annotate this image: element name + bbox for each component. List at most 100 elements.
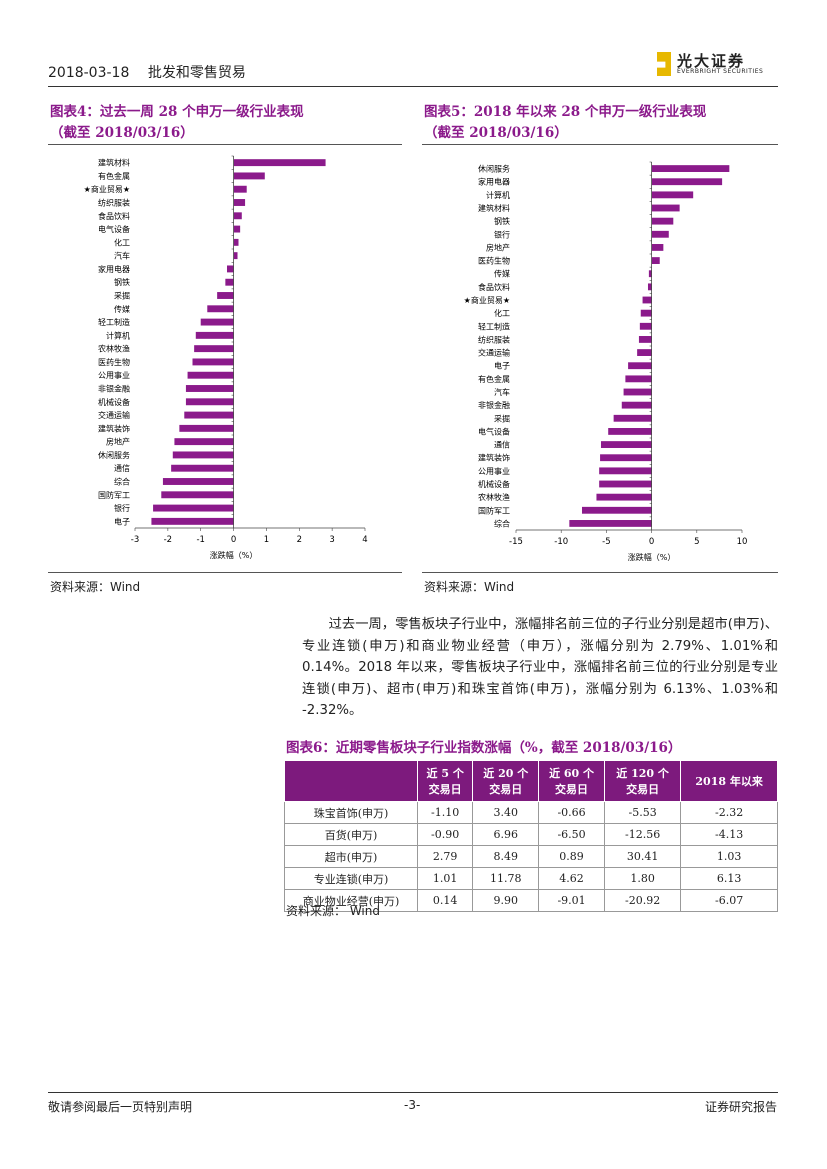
x-tick-label: 5 <box>694 537 699 547</box>
bar <box>613 414 652 422</box>
category-label: 电子 <box>494 361 510 371</box>
value-cell: 1.80 <box>603 867 682 890</box>
category-label: 传媒 <box>114 304 130 314</box>
category-label: 电气设备 <box>98 224 130 234</box>
value-cell: 9.90 <box>472 889 540 912</box>
bar <box>599 480 652 488</box>
category-label: 电子 <box>114 516 130 526</box>
category-label: 建筑材料 <box>98 158 130 168</box>
bar <box>233 212 242 220</box>
row-label-cell: 珠宝首饰(申万) <box>284 801 418 824</box>
table-row: 超市(申万) 2.79 8.49 0.89 30.41 1.03 <box>284 845 778 868</box>
value-cell: 11.78 <box>472 867 540 890</box>
category-label: 钢铁 <box>494 216 510 226</box>
fig5-bottom-rule <box>422 572 778 573</box>
category-label: 轻工制造 <box>478 321 510 331</box>
value-cell: 8.49 <box>472 845 540 868</box>
value-cell: -1.10 <box>416 801 474 824</box>
row-label-cell: 专业连锁(申万) <box>284 867 418 890</box>
category-label: 化工 <box>114 237 130 247</box>
category-label: 汽车 <box>494 387 510 397</box>
bar <box>639 322 652 330</box>
fig4-bottom-rule <box>48 572 402 573</box>
report-date: 2018-03-18 <box>48 65 130 81</box>
bar <box>621 401 652 409</box>
x-tick-label: 0 <box>231 535 236 545</box>
category-label: 医药生物 <box>478 256 510 266</box>
x-tick-label: -5 <box>602 537 610 547</box>
category-label: 电气设备 <box>478 426 510 436</box>
category-label: 国防军工 <box>478 505 510 515</box>
bar <box>185 398 234 406</box>
body-text: 过去一周，零售板块子行业中，涨幅排名前三位的子行业分别是超市(申万)、专业连锁(… <box>302 617 778 718</box>
category-label: 食品饮料 <box>478 282 510 292</box>
bar <box>638 336 652 343</box>
bar <box>227 265 234 273</box>
value-cell: 30.41 <box>603 845 682 868</box>
category-label: 银行 <box>114 503 130 513</box>
category-label: ★商业贸易★ <box>464 295 510 305</box>
table-row: 百货(申万) -0.90 6.96 -6.50 -12.56 -4.13 <box>284 823 778 846</box>
fig4-title: 图表4：过去一周 28 个申万一级行业表现 （截至 2018/03/16） <box>50 102 304 144</box>
logo-text-en: EVERBRIGHT SECURITIES <box>677 68 764 75</box>
fig4-top-rule <box>48 144 402 145</box>
bar <box>608 428 652 435</box>
fig5-top-rule <box>422 144 778 145</box>
category-label: 非银金融 <box>98 384 130 394</box>
bar <box>233 185 247 193</box>
fig6-table: 近 5 个交易日近 20 个交易日近 60 个交易日近 120 个交易日 2018… <box>284 760 778 912</box>
fig4-source: 资料来源：Wind <box>50 580 141 594</box>
x-tick-label: 4 <box>362 535 367 545</box>
category-label: 农林牧渔 <box>478 492 510 502</box>
value-cell: -6.07 <box>680 889 778 912</box>
category-label: 建筑装饰 <box>98 423 130 433</box>
footer-report-type: 证券研究报告 <box>704 1100 777 1114</box>
category-label: 国防军工 <box>98 490 130 500</box>
bar <box>596 493 652 501</box>
category-label: 化工 <box>494 308 510 318</box>
row-label-cell: 超市(申万) <box>284 845 418 868</box>
x-tick-label: -15 <box>509 537 523 547</box>
value-cell: 2.79 <box>416 845 474 868</box>
table-header-cell <box>284 760 418 802</box>
bar <box>569 520 652 527</box>
bar <box>233 199 246 206</box>
row-label-cell: 百货(申万) <box>284 823 418 846</box>
value-cell: 0.89 <box>538 845 605 868</box>
bar <box>172 451 234 459</box>
fig6-source: 资料来源： Wind <box>286 904 380 918</box>
bar <box>600 441 652 448</box>
table-row: 珠宝首饰(申万) -1.10 3.40 -0.66 -5.53 -2.32 <box>284 801 778 824</box>
bar <box>623 388 652 396</box>
row-label-cell: 商业物业经营(申万) <box>284 889 418 912</box>
category-label: 通信 <box>114 463 130 473</box>
x-tick-label: 0 <box>649 537 654 547</box>
category-label: 有色金属 <box>98 171 130 181</box>
bar <box>651 178 723 186</box>
fig5-source: 资料来源：Wind <box>424 580 515 594</box>
category-label: 银行 <box>494 229 510 239</box>
category-label: 纺织服装 <box>478 334 510 344</box>
category-label: 采掘 <box>114 291 130 301</box>
fig5-title-line2: （截至 2018/03/16） <box>424 125 568 141</box>
value-cell: 3.40 <box>472 801 540 824</box>
bar <box>651 244 664 251</box>
bar <box>162 478 234 485</box>
x-tick-label: 1 <box>264 535 269 545</box>
x-tick-label: -10 <box>554 537 568 547</box>
category-label: 有色金属 <box>478 374 510 384</box>
table-row: 专业连锁(申万) 1.01 11.78 4.62 1.80 6.13 <box>284 867 778 890</box>
category-label: 医药生物 <box>98 357 130 367</box>
category-label: 交通运输 <box>478 348 510 358</box>
category-label: 轻工制造 <box>98 317 130 327</box>
footer-rule <box>48 1092 778 1093</box>
value-cell: 0.14 <box>416 889 474 912</box>
bar <box>225 278 234 286</box>
x-tick-label: -3 <box>131 535 139 545</box>
logo-mark-icon <box>657 52 671 76</box>
table-header-cell: 近 120 个交易日 <box>603 760 682 802</box>
page-number: -3- <box>404 1098 421 1112</box>
category-label: 纺织服装 <box>98 198 130 208</box>
bar <box>171 464 234 472</box>
